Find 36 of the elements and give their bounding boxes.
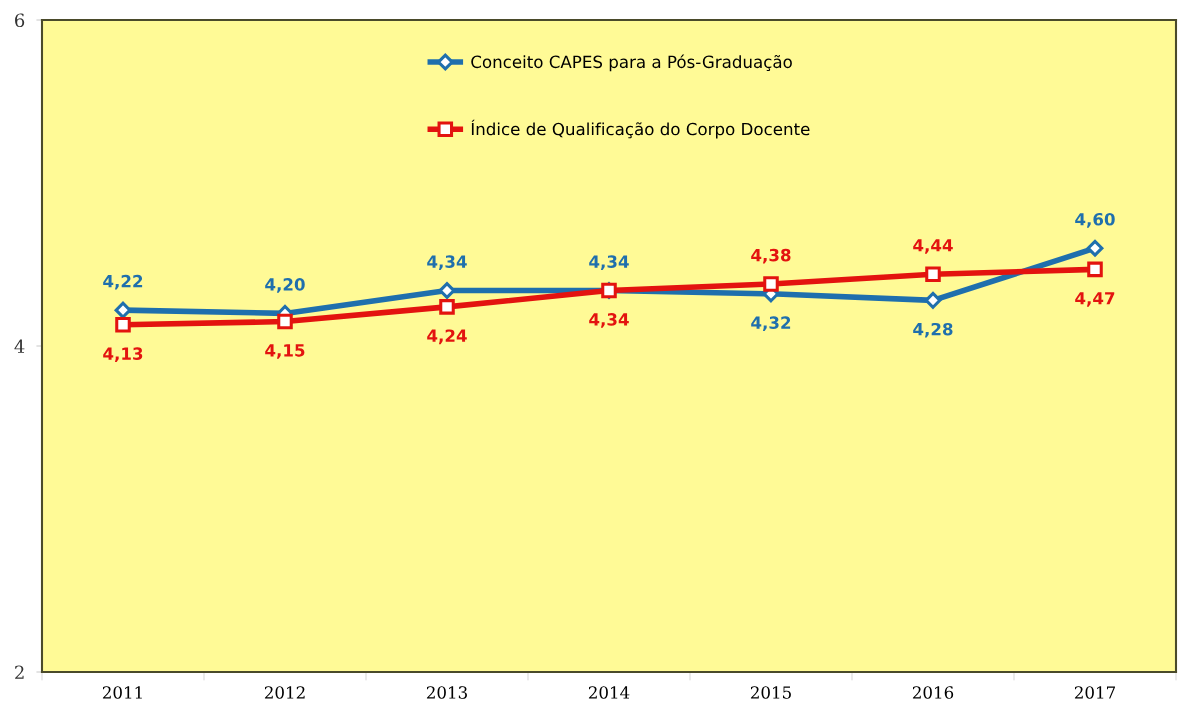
y-tick-label: 2 bbox=[15, 665, 24, 679]
data-label: 4,15 bbox=[265, 344, 305, 359]
point bbox=[115, 317, 131, 333]
legend-label: Índice de Qualificação do Corpo Docente bbox=[471, 119, 810, 139]
point bbox=[1087, 261, 1103, 278]
point bbox=[924, 291, 942, 309]
point bbox=[439, 299, 455, 315]
x-tick-label: 2015 bbox=[750, 686, 791, 699]
y-tick-label: 6 bbox=[15, 13, 25, 28]
data-label: 4,20 bbox=[265, 278, 305, 293]
point bbox=[925, 266, 941, 283]
point bbox=[114, 301, 132, 319]
data-label: 4,24 bbox=[427, 329, 467, 345]
x-tick-label: 2017 bbox=[1074, 686, 1115, 699]
point bbox=[277, 313, 293, 330]
data-label: 4,34 bbox=[427, 255, 467, 271]
data-label: 4,34 bbox=[589, 255, 629, 271]
data-label: 4,38 bbox=[751, 248, 791, 264]
x-tick-label: 2011 bbox=[102, 686, 142, 699]
data-label: 4,44 bbox=[913, 239, 953, 254]
data-label: 4,32 bbox=[751, 316, 791, 332]
point bbox=[763, 276, 779, 292]
x-tick-label: 2014 bbox=[588, 686, 630, 699]
x-tick-label: 2013 bbox=[426, 686, 467, 699]
data-label: 4,22 bbox=[103, 274, 143, 290]
legend-label: Conceito CAPES para a Pós-Graduação bbox=[471, 54, 792, 72]
x-tick-label: 2012 bbox=[264, 686, 305, 699]
data-label: 4,47 bbox=[1075, 292, 1115, 307]
point bbox=[438, 282, 456, 299]
y-tick-label: 4 bbox=[14, 339, 25, 353]
data-label: 4,34 bbox=[589, 313, 629, 328]
point bbox=[1086, 239, 1104, 257]
data-label: 4,13 bbox=[103, 347, 143, 363]
data-label: 4,28 bbox=[913, 322, 953, 338]
data-label: 4,60 bbox=[1075, 212, 1115, 228]
x-tick-label: 2016 bbox=[912, 686, 954, 699]
